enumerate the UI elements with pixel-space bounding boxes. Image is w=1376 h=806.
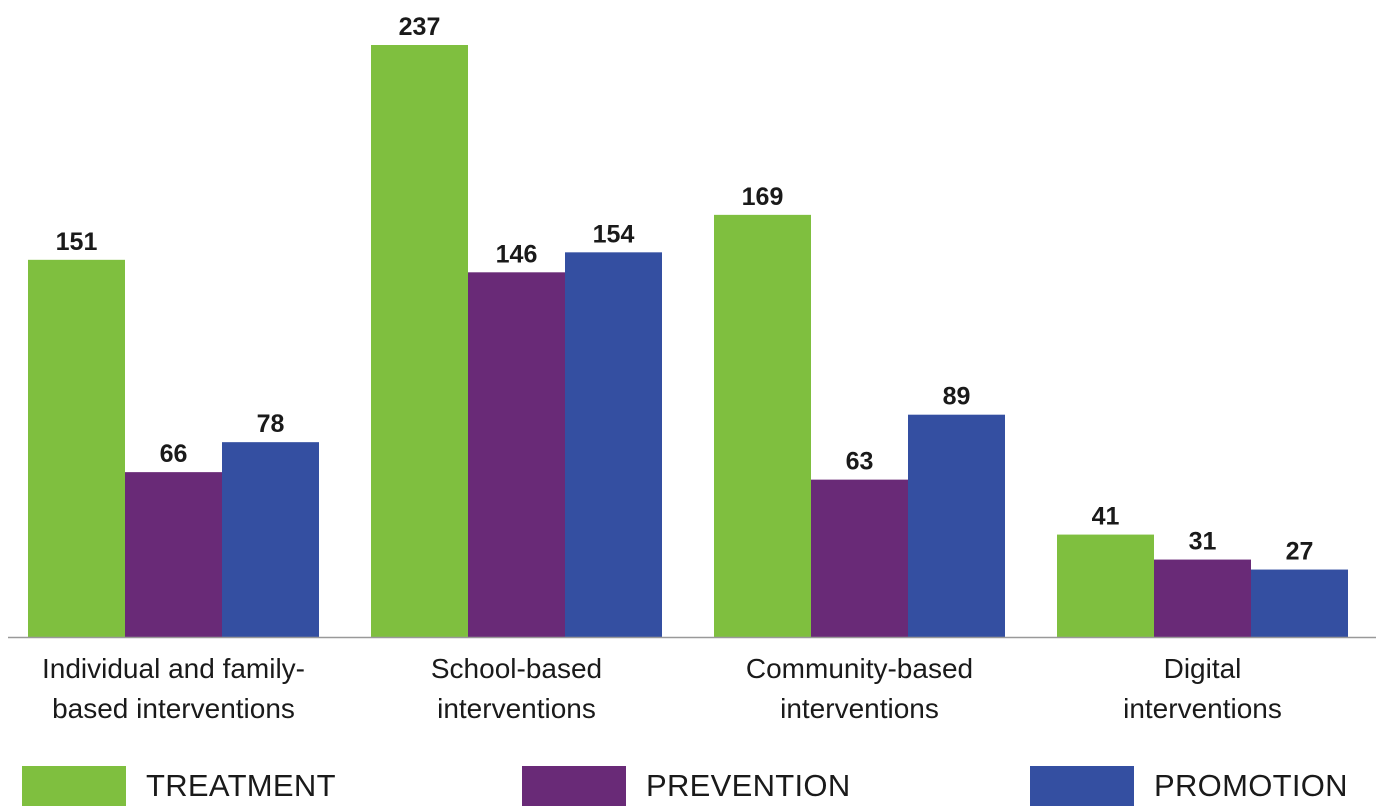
value-label-prevention-0: 66 [160, 440, 188, 468]
bar-promotion-2 [908, 414, 1005, 637]
category-labels-layer: Individual and family-based intervention… [42, 653, 1282, 724]
legend: TREATMENT PREVENTION PROMOTION [0, 766, 1376, 806]
value-label-prevention-3: 31 [1189, 528, 1217, 556]
bar-treatment-0 [28, 259, 125, 637]
bar-promotion-1 [565, 252, 662, 637]
bars-layer [28, 45, 1348, 637]
value-label-promotion-2: 89 [943, 383, 971, 411]
category-label-line-2-0: Community-based [746, 653, 973, 684]
legend-label-treatment: TREATMENT [146, 768, 336, 803]
category-label-3: Digital interventions [1123, 653, 1282, 724]
value-labels-layer: 151 66 78 237 146 154 169 63 89 41 31 27 [56, 13, 1314, 566]
category-label-line-2-1: interventions [780, 693, 939, 724]
bar-prevention-1 [468, 272, 565, 637]
bar-promotion-0 [222, 442, 319, 637]
value-label-promotion-0: 78 [257, 410, 285, 438]
category-label-2: Community-based interventions [746, 653, 973, 724]
bar-treatment-1 [371, 45, 468, 637]
category-label-1: School-based interventions [431, 653, 602, 724]
value-label-treatment-1: 237 [399, 13, 441, 41]
category-label-0: Individual and family-based intervention… [42, 653, 305, 724]
value-label-promotion-1: 154 [593, 220, 635, 248]
bar-treatment-3 [1057, 534, 1154, 637]
value-label-promotion-3: 27 [1286, 538, 1314, 566]
legend-item-prevention: PREVENTION [522, 766, 851, 806]
category-label-line-3-0: Digital [1164, 653, 1242, 684]
value-label-prevention-1: 146 [496, 240, 538, 268]
category-label-line-1-0: School-based [431, 653, 602, 684]
legend-label-prevention: PREVENTION [646, 768, 851, 803]
bar-chart: 151 66 78 237 146 154 169 63 89 41 31 27 Individual… [8, 13, 1376, 724]
bar-prevention-0 [125, 472, 222, 637]
category-label-line-3-1: interventions [1123, 693, 1282, 724]
bar-prevention-2 [811, 479, 908, 637]
bar-prevention-3 [1154, 559, 1251, 637]
category-label-line-0-0: Individual and family- [42, 653, 305, 684]
legend-item-treatment: TREATMENT [22, 766, 336, 806]
value-label-treatment-2: 169 [742, 183, 784, 211]
value-label-treatment-3: 41 [1092, 503, 1120, 531]
category-label-line-1-1: interventions [437, 693, 596, 724]
value-label-treatment-0: 151 [56, 228, 98, 256]
legend-swatch-prevention [522, 766, 626, 806]
legend-item-promotion: PROMOTION [1030, 766, 1348, 806]
bar-promotion-3 [1251, 569, 1348, 637]
value-label-prevention-2: 63 [846, 448, 874, 476]
bar-treatment-2 [714, 214, 811, 637]
category-label-line-0-1: based interventions [52, 693, 295, 724]
legend-swatch-promotion [1030, 766, 1134, 806]
legend-swatch-treatment [22, 766, 126, 806]
legend-label-promotion: PROMOTION [1154, 768, 1348, 803]
